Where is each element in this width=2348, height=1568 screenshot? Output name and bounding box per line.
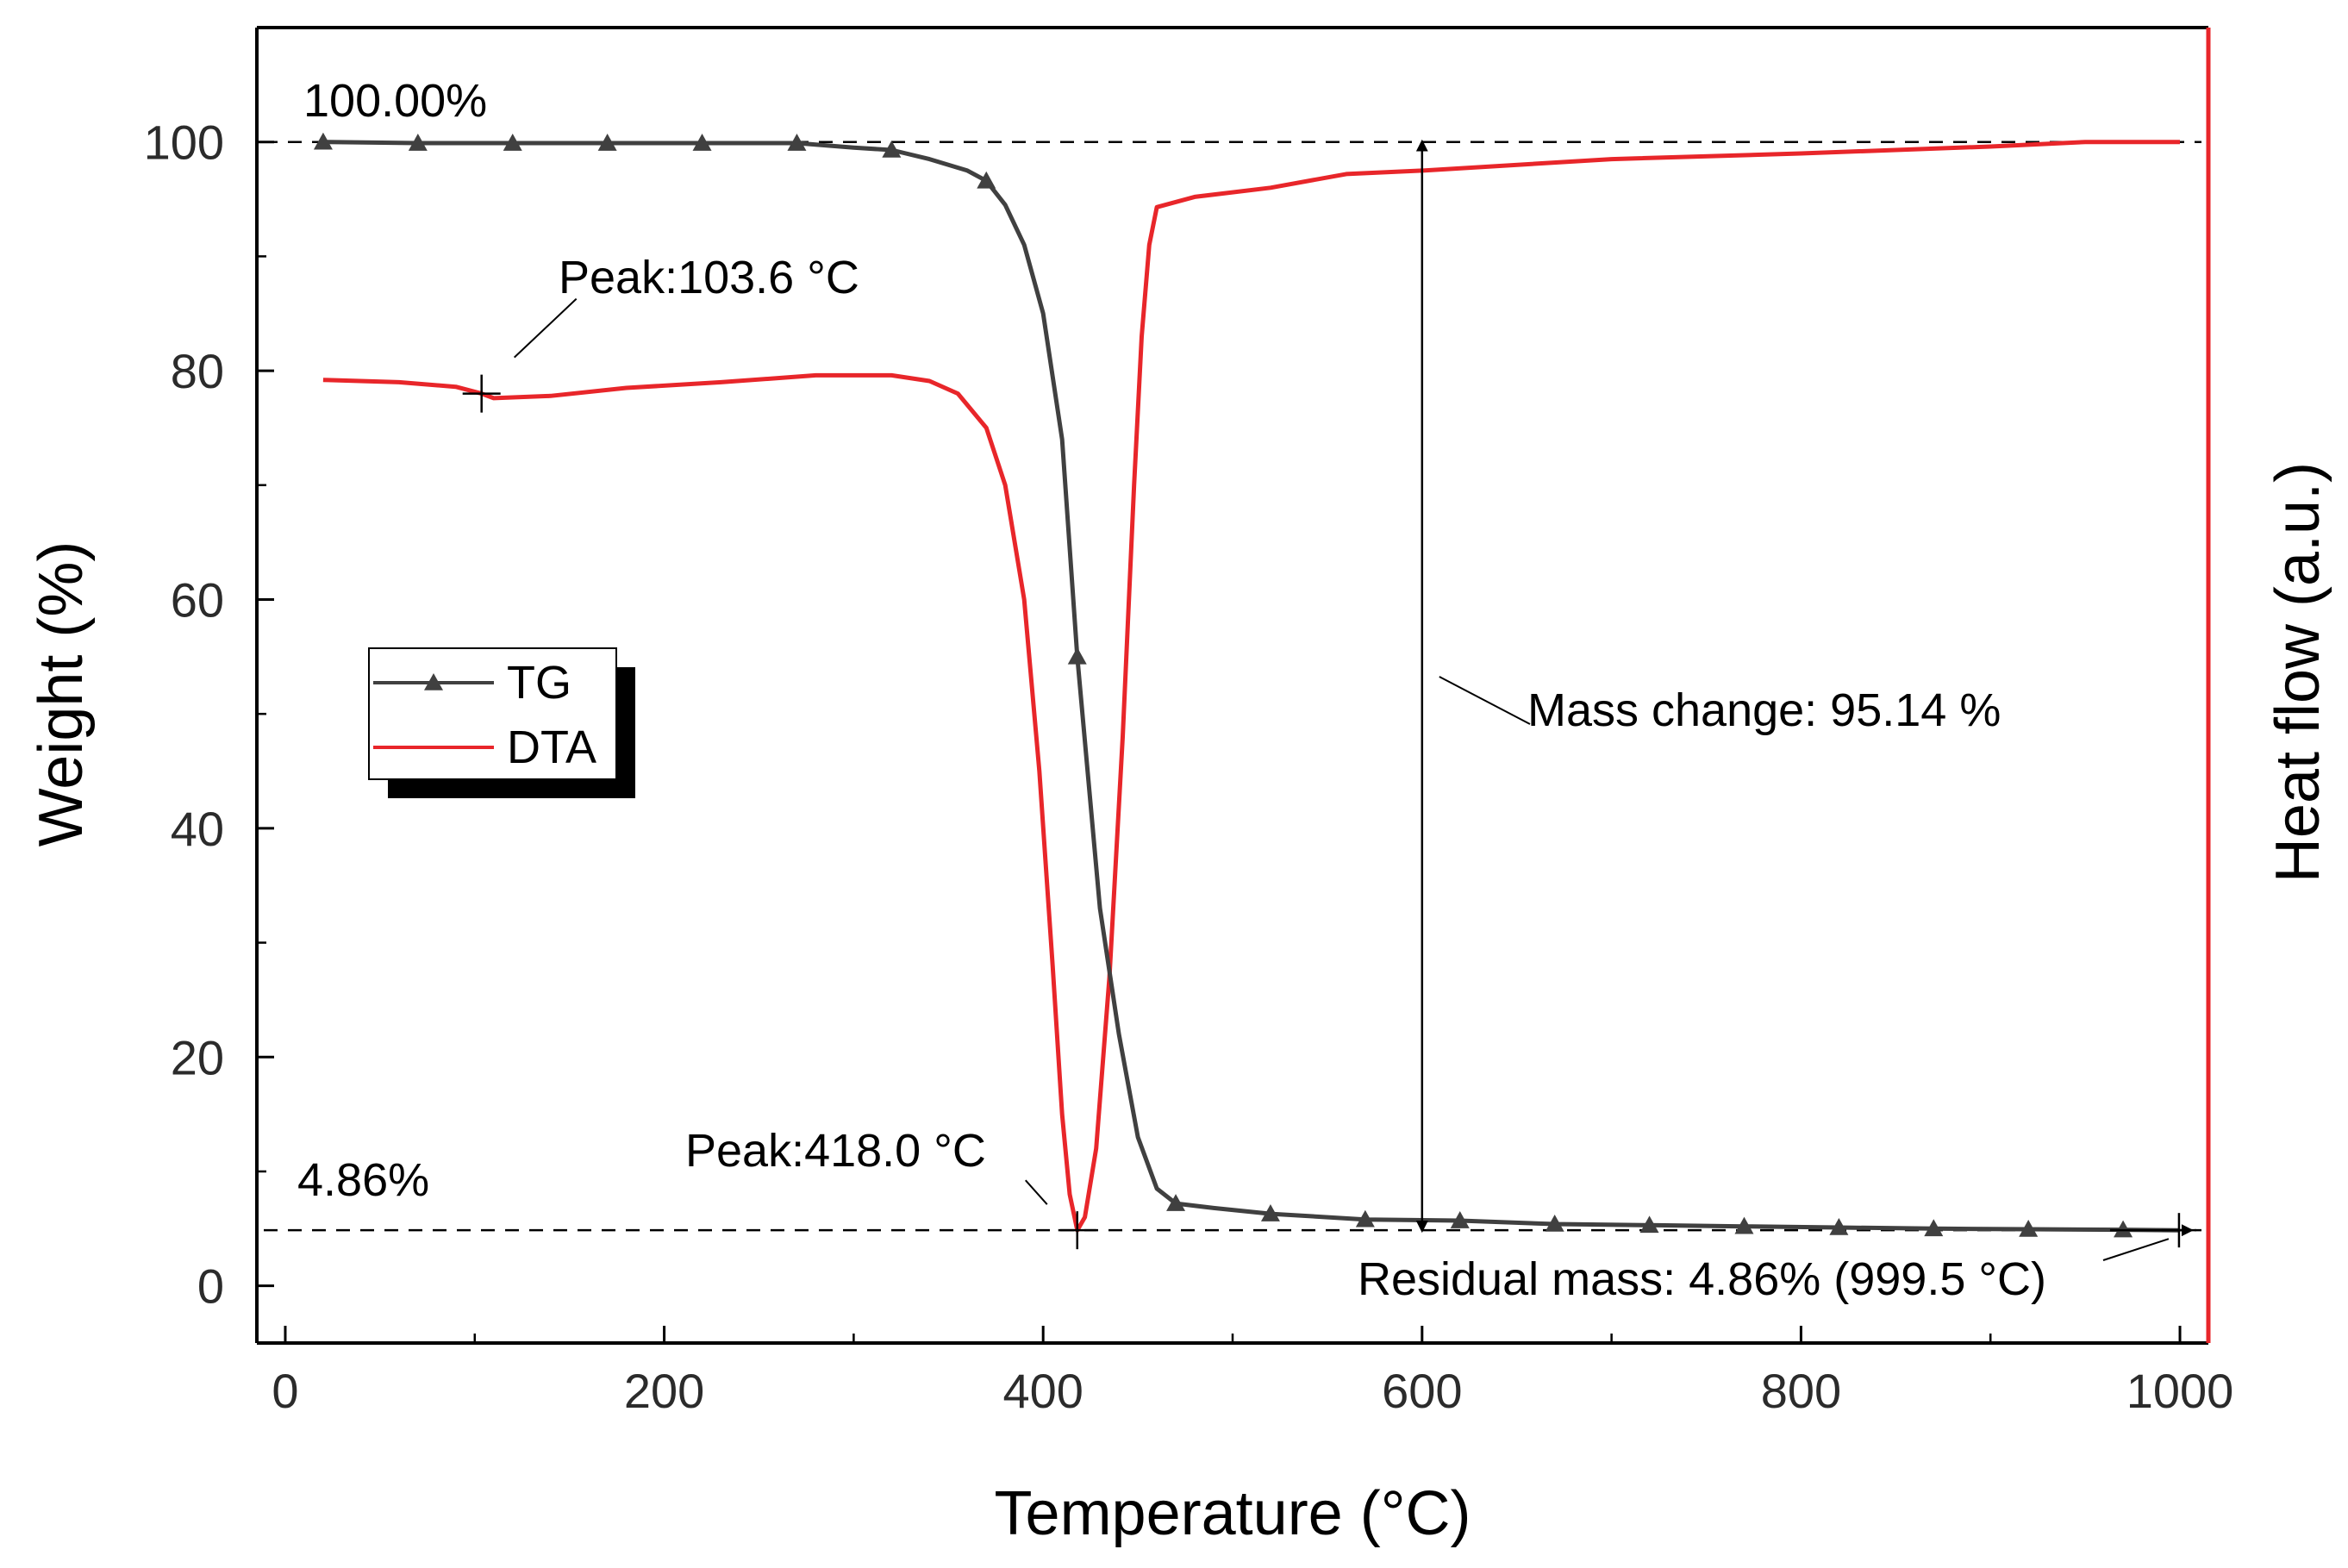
x-tick-label: 600	[1382, 1364, 1462, 1418]
y-tick-label: 60	[171, 572, 224, 627]
tg-marker	[1924, 1219, 1944, 1237]
peak2-leader	[1025, 1179, 1048, 1205]
tg-marker	[1545, 1214, 1564, 1232]
legend-box	[368, 647, 617, 780]
tg-marker	[787, 134, 807, 151]
tg-marker	[692, 134, 712, 151]
tg-marker	[1639, 1215, 1659, 1234]
y-tick-label: 100	[144, 116, 224, 170]
tg-marker	[313, 132, 333, 150]
y2-axis-title: Heat flow (a.u.)	[2264, 462, 2332, 883]
tg-marker	[503, 134, 522, 151]
reference-label-4-86: 4.86%	[297, 1154, 429, 1206]
tg-marker	[977, 171, 996, 189]
tg-marker	[1829, 1217, 1849, 1235]
tg-marker	[2114, 1220, 2133, 1238]
tg-marker	[408, 134, 428, 151]
x-tick-label: 1000	[2126, 1364, 2234, 1418]
tg-marker	[1166, 1194, 1186, 1211]
tg-marker	[882, 140, 902, 158]
tg-curve	[322, 140, 2179, 1233]
residual-leader	[2102, 1238, 2170, 1261]
tg-marker	[1734, 1216, 1754, 1234]
x-tick-label: 0	[272, 1364, 298, 1418]
tg-marker	[1450, 1211, 1470, 1228]
y-tick-label: 0	[197, 1259, 224, 1314]
peak-annotation-418: Peak:418.0 °C	[685, 1125, 986, 1177]
residual-mass-annotation: Residual mass: 4.86% (999.5 °C)	[1358, 1253, 2046, 1305]
legend: TG DTA	[368, 647, 635, 798]
tg-marker	[1067, 647, 1087, 665]
x-tick-label: 800	[1761, 1364, 1841, 1418]
x-axis-title: Temperature (°C)	[995, 1479, 1471, 1548]
x-tick-label: 400	[1002, 1364, 1083, 1418]
legend-tg-label: TG	[507, 657, 571, 709]
y-tick-label: 20	[171, 1030, 224, 1084]
y-axis-title: Weight (%)	[27, 541, 96, 847]
tg-marker	[2019, 1219, 2039, 1237]
tg-marker	[597, 134, 617, 151]
peak-annotation-103: Peak:103.6 °C	[559, 252, 859, 303]
legend-tg-marker	[424, 673, 443, 690]
mass-change-leader	[1439, 676, 1531, 725]
x-tick-label: 200	[624, 1364, 704, 1418]
peak1-leader	[514, 297, 578, 359]
mass-change-annotation: Mass change: 95.14 %	[1527, 684, 2001, 736]
tg-marker	[1260, 1204, 1280, 1221]
reference-label-100: 100.00%	[303, 75, 487, 127]
legend-dta-label: DTA	[507, 722, 596, 773]
y-tick-label: 40	[171, 802, 224, 856]
dta-curve	[322, 140, 2180, 1233]
y-tick-label: 80	[171, 344, 224, 398]
tg-marker	[1355, 1209, 1375, 1228]
